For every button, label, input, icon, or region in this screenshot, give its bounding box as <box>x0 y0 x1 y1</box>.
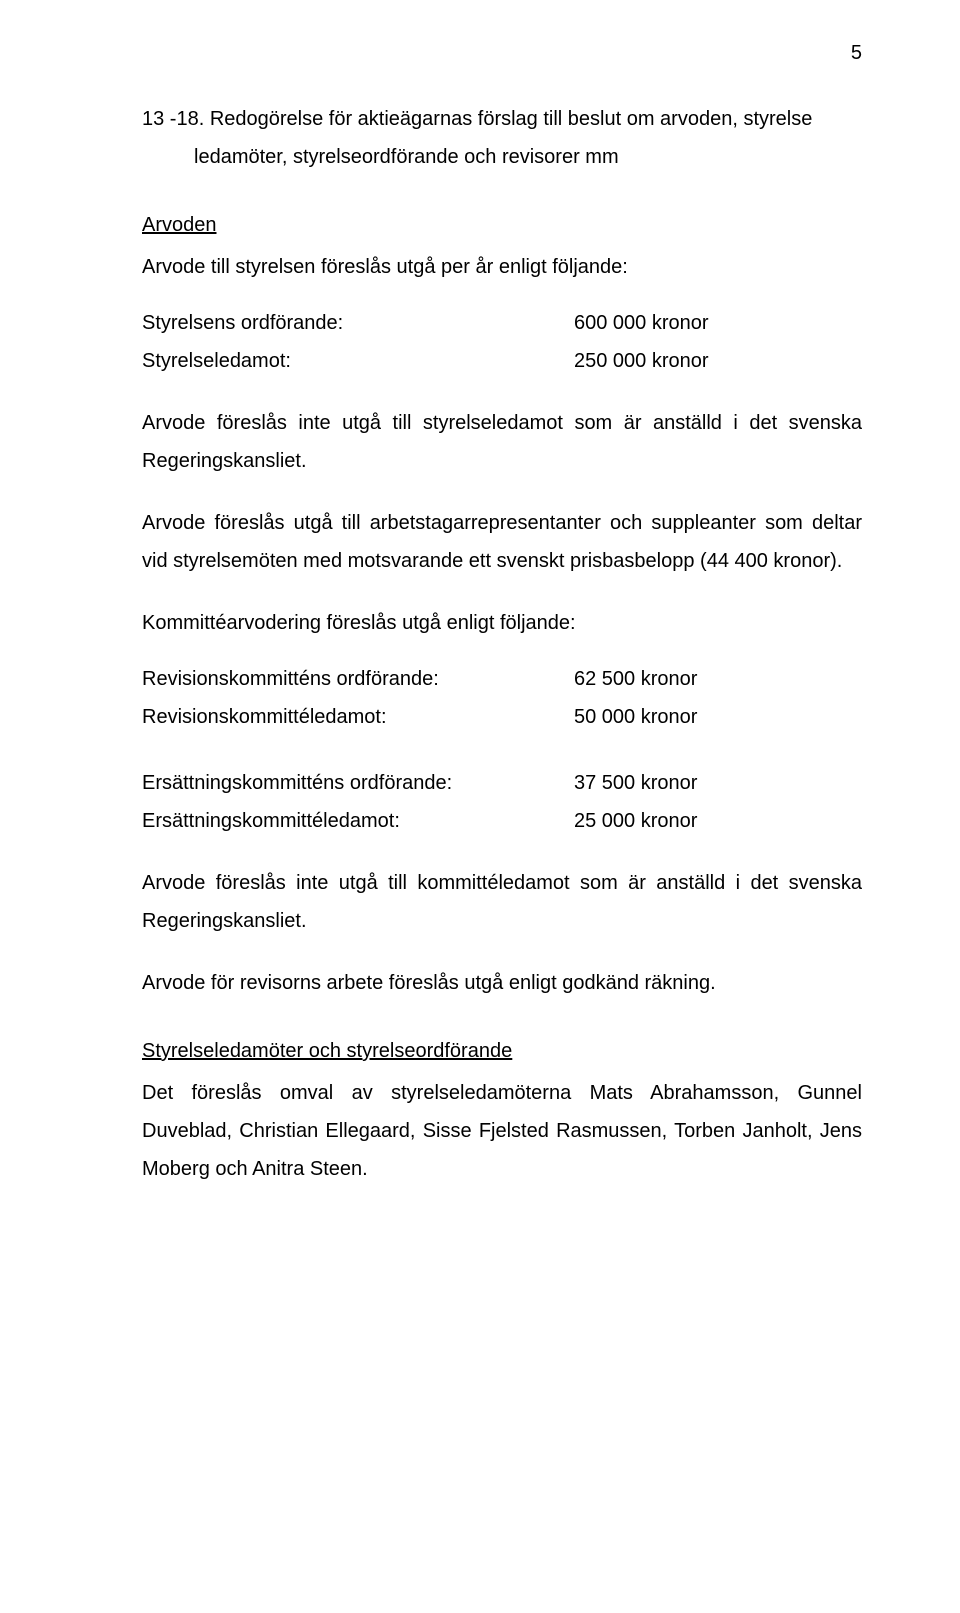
ersattning-table: Ersättningskommitténs ordförande: 37 500… <box>142 764 862 840</box>
table-row: Ersättningskommitténs ordförande: 37 500… <box>142 764 862 802</box>
table-row: Styrelsens ordförande: 600 000 kronor <box>142 304 862 342</box>
heading-line-2: ledamöter, styrelseordförande och reviso… <box>142 138 862 176</box>
arvoden-para-2: Arvode föreslås utgå till arbetstagarrep… <box>142 504 862 580</box>
row-label: Styrelsens ordförande: <box>142 304 574 342</box>
row-value: 600 000 kronor <box>574 304 862 342</box>
styrelseledamoter-para: Det föreslås omval av styrelseledamötern… <box>142 1074 862 1188</box>
arvoden-para-1: Arvode föreslås inte utgå till styrelsel… <box>142 404 862 480</box>
row-value: 62 500 kronor <box>574 660 862 698</box>
table-row: Revisionskommittéledamot: 50 000 kronor <box>142 698 862 736</box>
row-value: 37 500 kronor <box>574 764 862 802</box>
row-value: 250 000 kronor <box>574 342 862 380</box>
kommitte-intro: Kommittéarvodering föreslås utgå enligt … <box>142 604 862 642</box>
styrelseledamoter-heading: Styrelseledamöter och styrelseordförande <box>142 1032 862 1070</box>
arvoden-intro: Arvode till styrelsen föreslås utgå per … <box>142 248 862 286</box>
revisions-table: Revisionskommitténs ordförande: 62 500 k… <box>142 660 862 736</box>
document-page: 5 13 -18. Redogörelse för aktieägarnas f… <box>0 0 960 1613</box>
arvoden-para-3: Arvode föreslås inte utgå till kommittél… <box>142 864 862 940</box>
arvoden-para-4: Arvode för revisorns arbete föreslås utg… <box>142 964 862 1002</box>
row-label: Ersättningskommitténs ordförande: <box>142 764 574 802</box>
row-value: 50 000 kronor <box>574 698 862 736</box>
row-label: Styrelseledamot: <box>142 342 574 380</box>
table-row: Ersättningskommittéledamot: 25 000 krono… <box>142 802 862 840</box>
page-number: 5 <box>851 42 862 65</box>
styrelseledamoter-title: Styrelseledamöter och styrelseordförande <box>142 1040 512 1062</box>
table-row: Styrelseledamot: 250 000 kronor <box>142 342 862 380</box>
row-label: Revisionskommitténs ordförande: <box>142 660 574 698</box>
arvoden-title: Arvoden <box>142 214 217 236</box>
section-heading: 13 -18. Redogörelse för aktieägarnas för… <box>142 100 862 176</box>
heading-line-1: 13 -18. Redogörelse för aktieägarnas för… <box>142 100 862 138</box>
row-label: Ersättningskommittéledamot: <box>142 802 574 840</box>
arvoden-subheading: Arvoden <box>142 206 862 244</box>
row-value: 25 000 kronor <box>574 802 862 840</box>
table-row: Revisionskommitténs ordförande: 62 500 k… <box>142 660 862 698</box>
styrelse-arvode-table: Styrelsens ordförande: 600 000 kronor St… <box>142 304 862 380</box>
row-label: Revisionskommittéledamot: <box>142 698 574 736</box>
